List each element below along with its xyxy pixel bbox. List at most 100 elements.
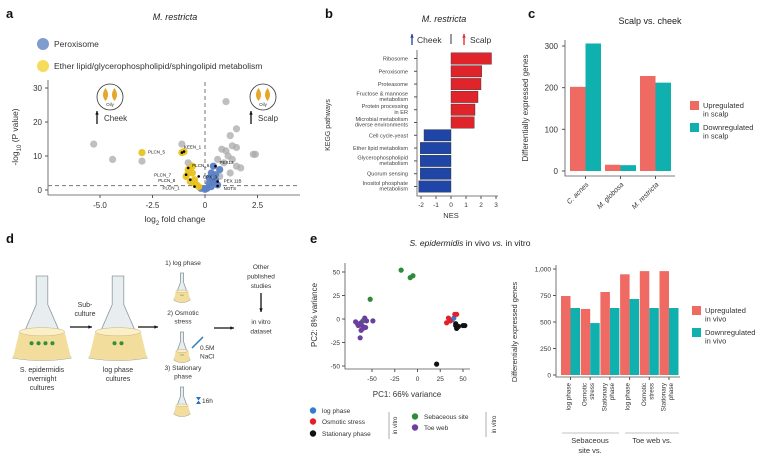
bar-upregulated — [620, 274, 630, 375]
panel-letter-c: c — [528, 6, 535, 21]
up-arrow-icon-head — [410, 34, 414, 38]
legend-label: Upregulated — [705, 306, 746, 315]
x-tick-label: phase — [609, 383, 616, 401]
pathway-label: Glycerophospholipid — [357, 155, 408, 161]
legend-swatch — [692, 306, 701, 315]
y-tick-label: 100 — [545, 125, 559, 134]
bar-downregulated — [649, 308, 659, 375]
x-axis-label: NES — [443, 211, 458, 220]
cheek-label: Cheek — [104, 114, 128, 123]
condition-label: 1) log phase — [165, 260, 201, 267]
culture-medium — [174, 405, 190, 417]
legend-label: Osmotic stress — [322, 419, 366, 426]
data-point — [410, 273, 416, 279]
x-tick-label: Stationary — [661, 382, 668, 411]
data-point — [232, 143, 241, 152]
pathway-label: Quorum sensing — [367, 172, 408, 178]
flask-label: overnight — [28, 376, 57, 383]
data-point — [354, 321, 361, 327]
legend-label: in scalp — [703, 110, 728, 119]
other-studies-label: published — [247, 274, 275, 281]
scalp-label: Scalp — [258, 114, 279, 123]
pathway-label: Ribosome — [383, 57, 408, 63]
y-axis-label: Differentially expressed genes — [510, 282, 519, 383]
data-point — [447, 318, 453, 324]
group-label: site vs. — [578, 446, 601, 455]
data-point — [462, 322, 468, 329]
x-tick-label: 3 — [494, 202, 498, 209]
x-tick-label: -25 — [390, 376, 400, 383]
time-label: 16h — [202, 398, 213, 405]
bar-downregulated — [629, 298, 640, 375]
culture-medium — [89, 331, 147, 361]
x-tick-label: M. restricta — [631, 181, 661, 211]
up-arrow-icon-head — [462, 34, 466, 38]
legend-label: in vivo — [705, 315, 726, 324]
gene-label: PEX 11B — [224, 179, 242, 184]
pathway-label: Protein processing — [362, 104, 408, 110]
arrow-icon-head — [259, 308, 263, 312]
legend-label: in scalp — [703, 132, 728, 141]
gene-label: KEEN_1 — [184, 145, 202, 150]
bar-downregulated — [585, 43, 601, 171]
medium-surface — [175, 289, 189, 293]
oily-icon — [249, 83, 277, 111]
bacteria-colony-icon — [182, 354, 184, 356]
y-axis-label: Differentially expressed genes — [521, 54, 530, 161]
pathway-label: in ER — [394, 110, 408, 116]
oil-drop-icon — [103, 88, 108, 101]
y-tick-label: 200 — [545, 84, 559, 93]
gene-mark — [197, 175, 200, 178]
group-label: Sebaceous — [571, 436, 609, 445]
gene-mark — [214, 164, 217, 168]
pathway-label: Fructose & mannose — [356, 91, 408, 97]
legend-marker — [37, 60, 49, 72]
x-axis-label: PC1: 66% variance — [373, 390, 442, 399]
oil-drop-icon — [112, 88, 117, 101]
pathway-label: metabolism — [379, 187, 408, 193]
x-tick-label: -2.5 — [146, 201, 160, 210]
bar-upregulated — [605, 164, 621, 171]
x-tick-label: 2.5 — [252, 201, 264, 210]
pipette-icon — [191, 336, 204, 349]
panel-letter-d: d — [6, 231, 14, 246]
culture-medium — [174, 351, 190, 363]
bacteria-colony-icon — [29, 341, 34, 346]
data-point — [138, 149, 146, 157]
flask-label: log phase — [103, 367, 133, 374]
y-tick-label: 30 — [33, 84, 42, 93]
flask-label: S. epidermidis — [20, 367, 65, 374]
bar-upregulated — [639, 271, 650, 375]
y-axis-label-part: (P value) — [10, 108, 20, 144]
legend-group-label: in vitro — [393, 416, 399, 434]
data-point — [190, 179, 199, 187]
nes-bar — [418, 180, 452, 193]
y-tick-label: 10 — [33, 152, 42, 161]
nes-bar — [450, 78, 482, 91]
deg-bar-chart-scalp-vs-cheek: Scalp vs. cheek 0 100 200 300 Differentially … — [521, 16, 753, 211]
condition-label: phase — [174, 374, 192, 381]
medium-surface — [19, 327, 65, 337]
nes-bar — [450, 65, 482, 78]
bar-downregulated — [609, 308, 620, 375]
culture-workflow-diagram: S. epidermidis overnight cultures Sub-cultu… — [12, 260, 275, 417]
dataset-label: dataset — [250, 329, 272, 336]
x-tick-label: Stationary — [601, 382, 608, 411]
title-part: S. epidermidis — [410, 238, 465, 248]
x-tick-label: 2 — [479, 202, 483, 209]
pathway-label: Ether lipid metabolism — [353, 146, 408, 152]
chart-title: M. restricta — [153, 12, 198, 22]
chart-title: Scalp vs. cheek — [618, 16, 682, 26]
y-axis-label-part: 10 — [17, 144, 23, 151]
nes-bar — [423, 129, 452, 142]
nes-bar — [420, 142, 452, 154]
gene-mark — [182, 150, 186, 153]
pathway-label: metabolism — [379, 97, 408, 103]
medium-surface — [95, 327, 141, 337]
legend-marker — [411, 424, 419, 431]
y-axis-label: -log10 (P value) — [10, 108, 23, 165]
arrow-icon-head — [154, 325, 158, 329]
bacteria-colony-icon — [112, 341, 117, 346]
y-tick-label: -25 — [331, 340, 341, 347]
x-tick-label: phase — [668, 383, 675, 401]
